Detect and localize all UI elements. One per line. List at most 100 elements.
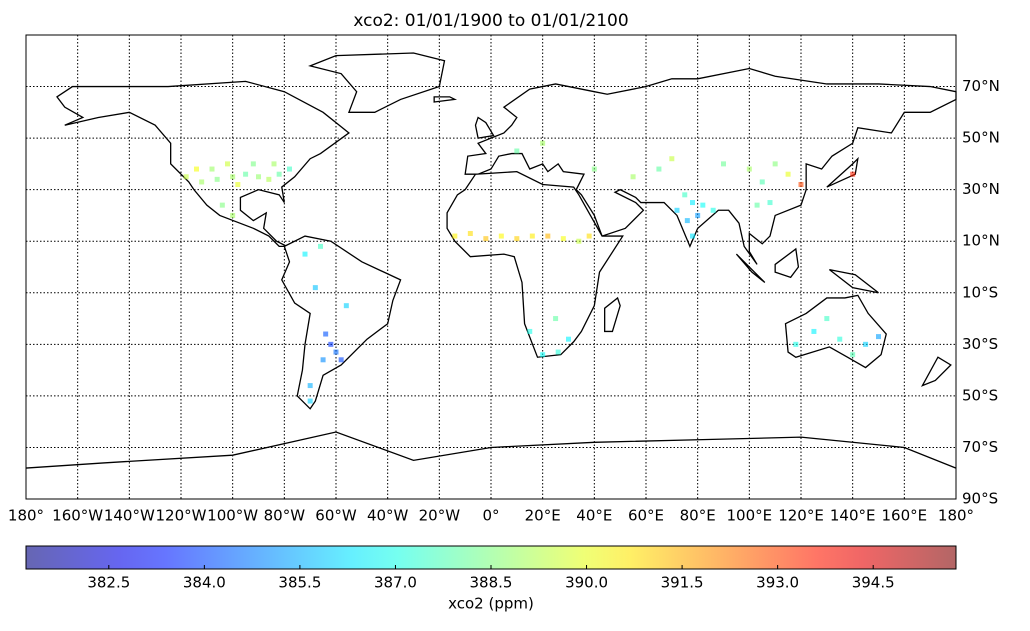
data-cell	[230, 212, 236, 218]
data-cell	[320, 357, 326, 363]
data-cell	[328, 341, 334, 347]
data-cell	[318, 243, 323, 249]
data-cell	[785, 171, 791, 177]
land	[26, 53, 956, 468]
data-cell	[276, 171, 282, 177]
x-tick-label: 60°W	[315, 507, 357, 525]
data-cell	[690, 233, 695, 239]
data-cell	[243, 171, 249, 177]
data-cell	[194, 166, 199, 172]
data-cell	[266, 176, 272, 182]
x-tick-label: 80°W	[264, 507, 306, 525]
y-tick-label: 10°N	[962, 232, 1000, 250]
x-tick-label: 0°	[482, 507, 499, 525]
data-cell	[271, 161, 277, 167]
data-cell	[656, 166, 662, 172]
data-cell	[235, 182, 241, 188]
y-tick-label: 30°S	[962, 335, 998, 353]
y-tick-label: 70°N	[962, 77, 1000, 95]
data-cell	[553, 316, 559, 322]
data-cell	[759, 179, 765, 185]
data-cell	[225, 161, 230, 167]
data-cell	[219, 202, 225, 208]
data-cell	[214, 176, 220, 182]
data-cell	[560, 236, 566, 242]
data-cell	[850, 171, 856, 177]
data-cell	[230, 174, 236, 180]
data-cell	[302, 251, 308, 257]
chart-title: xco2: 01/01/1900 to 01/01/2100	[353, 11, 628, 31]
data-cell	[514, 148, 520, 154]
data-cell	[586, 233, 592, 239]
data-cell	[287, 166, 292, 172]
data-cell	[333, 349, 339, 355]
data-cell	[540, 140, 546, 146]
x-tick-label: 100°W	[207, 507, 258, 525]
x-tick-label: 120°E	[778, 507, 824, 525]
data-cell	[183, 174, 189, 180]
y-tick-label: 50°N	[962, 129, 1000, 147]
data-cell	[772, 161, 778, 167]
data-cell	[690, 200, 695, 206]
data-cell	[343, 303, 349, 309]
data-cell	[566, 336, 571, 342]
data-cell	[695, 212, 701, 218]
data-cell	[338, 357, 344, 363]
data-cell	[545, 233, 551, 239]
data-cell	[555, 349, 561, 355]
colorbar-tick-label: 384.0	[183, 574, 226, 592]
x-tick-label: 40°W	[367, 507, 409, 525]
data-cell	[700, 202, 706, 208]
x-tick-label: 20°E	[525, 507, 561, 525]
data-cell	[483, 236, 489, 242]
data-cell	[674, 207, 680, 213]
data-cell	[767, 200, 773, 206]
x-tick-label: 140°W	[104, 507, 155, 525]
data-cell	[467, 230, 473, 236]
x-tick-label: 40°E	[576, 507, 612, 525]
x-tick-label: 180°	[938, 507, 974, 525]
x-tick-label: 160°E	[882, 507, 928, 525]
data-cell	[540, 352, 546, 358]
data-cell	[452, 233, 458, 239]
colorbar-tick-label: 387.0	[374, 574, 417, 592]
colorbar-tick-label: 393.0	[756, 574, 799, 592]
colorbar-label: xco2 (ppm)	[448, 595, 534, 613]
data-cell	[837, 336, 843, 342]
x-tick-label: 100°E	[727, 507, 773, 525]
data-cell	[307, 398, 313, 404]
colorbar-tick-label: 391.5	[661, 574, 704, 592]
data-cell	[527, 328, 533, 334]
data-cell	[312, 285, 318, 291]
data-cell	[591, 166, 597, 172]
data-cell	[824, 316, 830, 322]
data-cell	[798, 182, 804, 188]
x-tick-label: 120°W	[156, 507, 207, 525]
x-tick-label: 140°E	[830, 507, 876, 525]
x-tick-label: 80°E	[680, 507, 716, 525]
colorbar-tick-label: 390.0	[565, 574, 608, 592]
data-cell	[863, 341, 869, 347]
data-cell	[199, 179, 205, 185]
data-cell	[793, 341, 799, 347]
data-cell	[307, 383, 313, 389]
data-cell	[514, 236, 520, 242]
data-cell	[684, 218, 690, 224]
x-tick-label: 160°W	[52, 507, 103, 525]
y-tick-label: 10°S	[962, 283, 998, 301]
y-tick-label: 50°S	[962, 386, 998, 404]
colorbar-tick-label: 382.5	[87, 574, 130, 592]
data-cell	[754, 202, 760, 208]
data-cell	[811, 328, 817, 334]
data-cell	[576, 238, 582, 244]
data-cell	[876, 334, 881, 340]
data-cell	[250, 161, 256, 167]
colorbar-tick-label: 388.5	[470, 574, 513, 592]
data-cell	[529, 233, 535, 239]
colorbar-tick-label: 394.5	[852, 574, 895, 592]
data-cell	[209, 166, 215, 172]
colorbar-tick-label: 385.5	[278, 574, 321, 592]
data-cell	[721, 161, 726, 167]
data-cell	[498, 233, 504, 239]
